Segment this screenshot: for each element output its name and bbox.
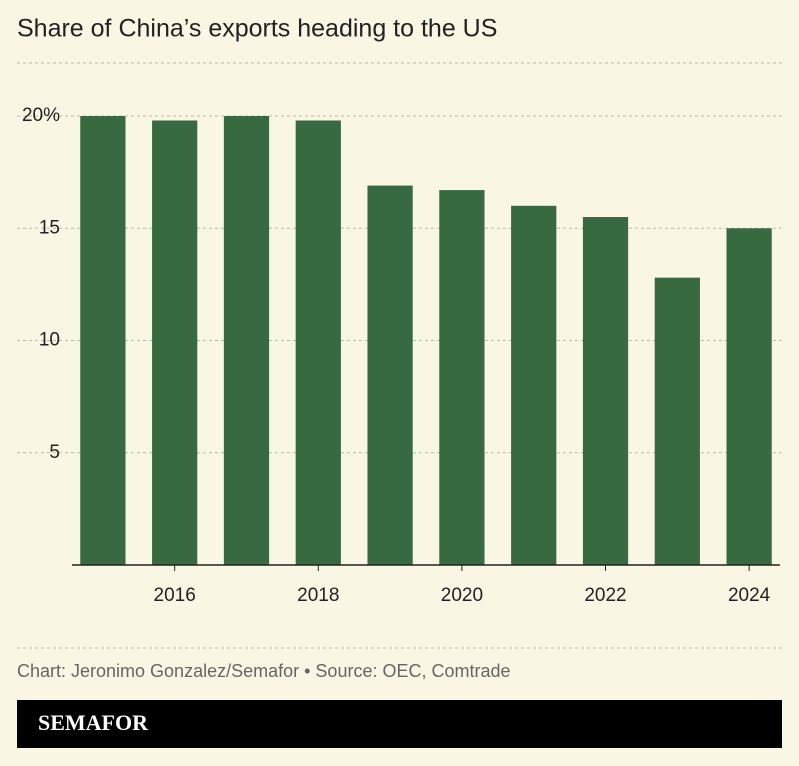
bar xyxy=(223,116,270,565)
x-tick-label: 2020 xyxy=(441,585,483,606)
y-tick-label: 15 xyxy=(39,217,60,238)
brand-bar xyxy=(17,700,782,748)
x-tick-label: 2018 xyxy=(297,585,339,606)
brand-logo: SEMAFOR xyxy=(38,710,149,735)
y-tick-label: 10 xyxy=(39,330,60,351)
bar xyxy=(654,277,700,565)
source-note: Chart: Jeronimo Gonzalez/Semafor • Sourc… xyxy=(17,661,511,681)
bar xyxy=(80,116,126,565)
bar xyxy=(295,120,341,566)
x-tick-label: 2016 xyxy=(154,585,196,606)
bar xyxy=(152,120,198,566)
bar xyxy=(726,228,772,565)
bar xyxy=(582,217,629,565)
x-tick-label: 2022 xyxy=(584,585,626,606)
chart-title: Share of China’s exports heading to the … xyxy=(17,15,497,43)
bar xyxy=(511,205,557,566)
bar xyxy=(367,185,413,565)
x-tick-label: 2024 xyxy=(728,585,771,606)
y-tick-label: 5 xyxy=(49,442,60,463)
y-tick-label: 20% xyxy=(22,105,60,126)
bar xyxy=(439,190,485,565)
